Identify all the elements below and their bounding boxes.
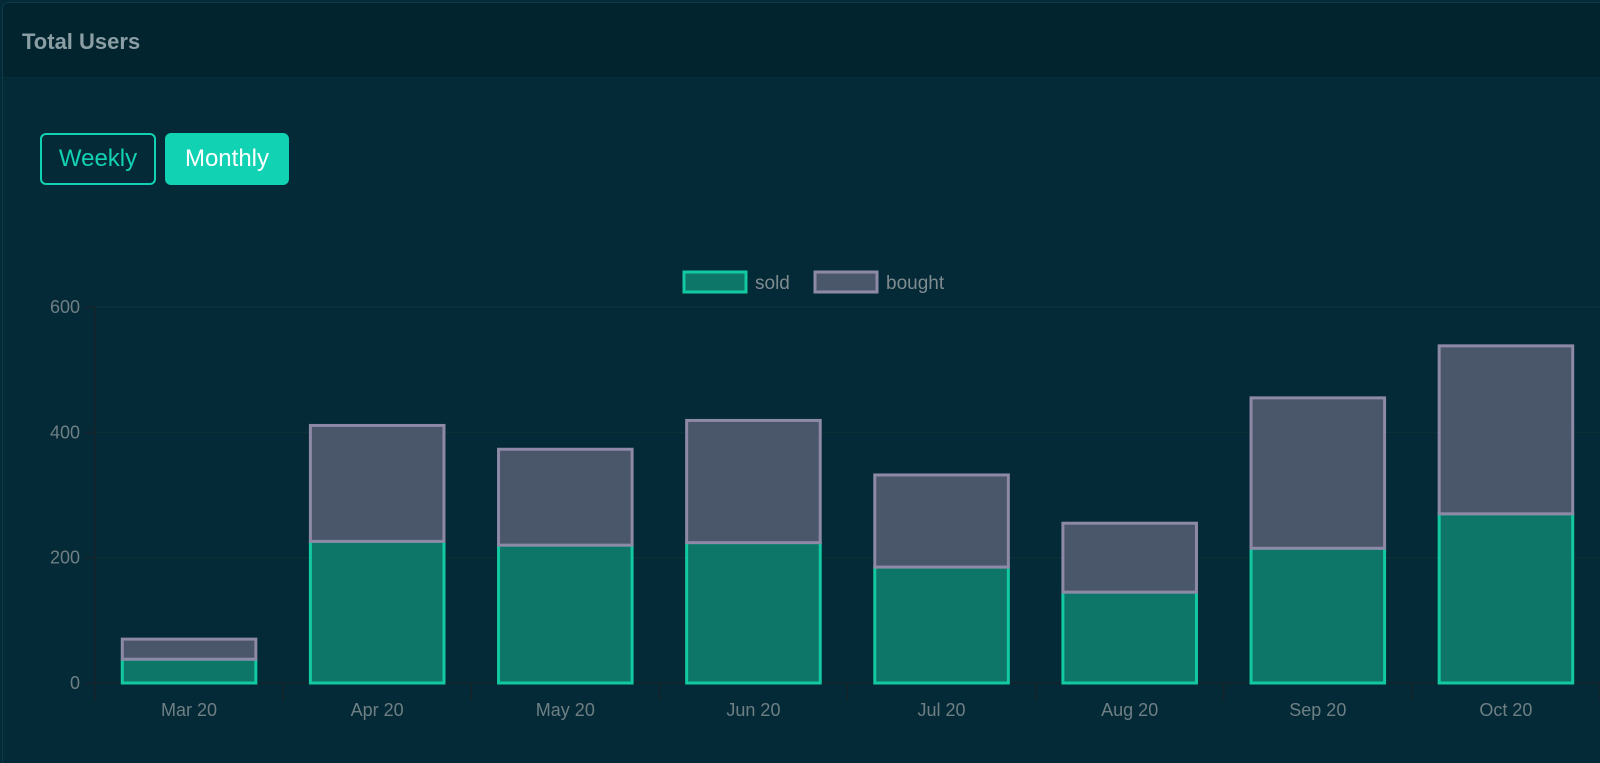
x-tick-label: Jul 20 (918, 700, 966, 720)
legend-swatch-bought (813, 270, 879, 294)
monthly-button[interactable]: Monthly (165, 133, 289, 185)
y-tick-label: 400 (50, 422, 80, 442)
y-tick-label: 600 (50, 297, 80, 317)
bar-bought (497, 447, 634, 547)
legend-label-sold: sold (755, 273, 790, 294)
bar-bought (1061, 521, 1198, 594)
bar-sold (1061, 590, 1198, 685)
y-tick-label: 0 (70, 673, 80, 693)
bar-sold (685, 541, 822, 685)
x-tick-label: Oct 20 (1479, 700, 1532, 720)
bar-sold (497, 543, 634, 685)
card-header (3, 3, 1600, 78)
bar-bought (685, 418, 822, 545)
bar-bought (1249, 396, 1387, 550)
bar-bought (120, 637, 258, 661)
x-tick-label: Jun 20 (726, 700, 780, 720)
x-tick-label: Apr 20 (351, 700, 404, 720)
x-tick-label: Sep 20 (1289, 700, 1346, 720)
bar-sold (308, 539, 446, 685)
bar-sold (873, 565, 1010, 685)
card-title: Total Users (22, 29, 141, 54)
x-tick-label: Mar 20 (161, 700, 217, 720)
bar-bought (873, 473, 1010, 569)
bar-sold (1249, 546, 1387, 685)
weekly-button[interactable]: Weekly (40, 133, 156, 185)
bar-sold (120, 657, 258, 685)
x-tick-label: May 20 (536, 700, 595, 720)
bar-sold (1437, 512, 1575, 685)
legend-label-bought: bought (886, 273, 945, 294)
legend-swatch-sold (682, 270, 748, 294)
x-tick-label: Aug 20 (1101, 700, 1158, 720)
bar-bought (308, 423, 446, 543)
bar-bought (1437, 344, 1575, 516)
y-tick-label: 200 (50, 548, 80, 568)
